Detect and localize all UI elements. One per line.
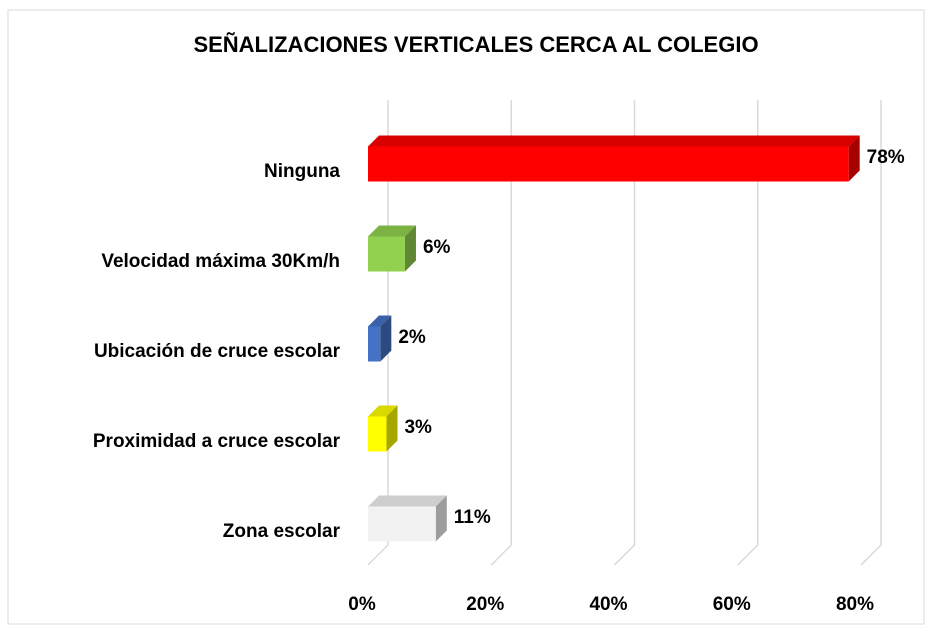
bar-top bbox=[368, 225, 416, 237]
bar-side bbox=[380, 315, 392, 362]
chart-frame bbox=[7, 9, 925, 625]
grid-line bbox=[737, 100, 759, 566]
x-tick-label: 20% bbox=[466, 594, 504, 615]
x-tick-label: 80% bbox=[836, 594, 874, 615]
chart-title: SEÑALIZACIONES VERTICALES CERCA AL COLEG… bbox=[193, 32, 758, 57]
grid-line bbox=[490, 100, 512, 566]
bar-top bbox=[368, 405, 398, 417]
x-tick-label: 60% bbox=[713, 594, 751, 615]
value-label: 11% bbox=[454, 507, 491, 528]
bar bbox=[368, 326, 381, 362]
x-tick-label: 0% bbox=[348, 594, 376, 615]
bar-side bbox=[386, 405, 398, 452]
category-label: Proximidad a cruce escolar bbox=[93, 431, 341, 452]
bar bbox=[368, 146, 849, 182]
bar-top bbox=[368, 495, 447, 507]
value-label: 78% bbox=[867, 147, 905, 168]
category-label: Ninguna bbox=[264, 161, 340, 182]
bar-side bbox=[848, 135, 860, 182]
category-label: Ubicación de cruce escolar bbox=[94, 341, 341, 362]
x-tick-label: 40% bbox=[589, 594, 627, 615]
bar bbox=[368, 416, 387, 452]
value-label: 2% bbox=[398, 327, 426, 348]
value-label: 6% bbox=[423, 237, 451, 258]
bar-top bbox=[368, 315, 392, 327]
category-label: Zona escolar bbox=[223, 521, 341, 542]
bar-side bbox=[435, 495, 447, 542]
bar bbox=[368, 506, 436, 542]
bar bbox=[368, 236, 405, 272]
grid-line bbox=[860, 100, 882, 566]
value-label: 3% bbox=[404, 417, 432, 438]
grid-line bbox=[613, 100, 636, 566]
bar-side bbox=[404, 225, 416, 272]
bar-top bbox=[368, 135, 860, 147]
category-label: Velocidad máxima 30Km/h bbox=[101, 251, 340, 272]
